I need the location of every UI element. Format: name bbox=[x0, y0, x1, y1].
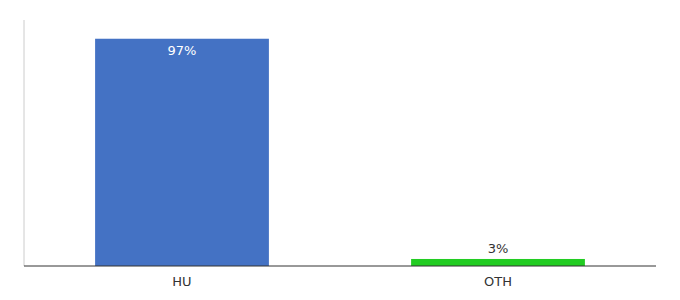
data-label: 3% bbox=[488, 241, 509, 256]
x-tick-label: OTH bbox=[484, 274, 512, 289]
labels: 97% 3% bbox=[168, 43, 509, 256]
data-label: 97% bbox=[168, 43, 197, 58]
chart-container: 97% 3% HU OTH bbox=[0, 0, 680, 300]
chart-svg: 97% 3% HU OTH bbox=[0, 0, 680, 300]
x-axis-line bbox=[24, 266, 656, 267]
x-tick-label: HU bbox=[172, 274, 191, 289]
bar bbox=[411, 259, 585, 266]
bar bbox=[95, 39, 269, 266]
y-axis-line bbox=[24, 20, 25, 266]
bars bbox=[95, 39, 585, 266]
